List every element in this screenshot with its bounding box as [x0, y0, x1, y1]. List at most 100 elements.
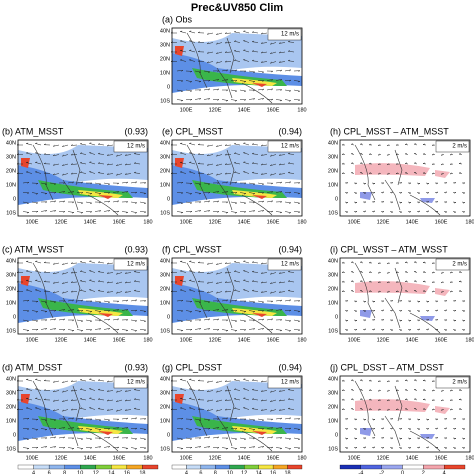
lon-tick-label: 120E [55, 455, 68, 461]
colorbar-cell [126, 464, 143, 470]
colorbar-cell [142, 464, 159, 470]
lat-tick-label: 30N [160, 272, 170, 278]
shading [21, 158, 30, 168]
lon-tick-label: 140E [84, 219, 97, 225]
lon-tick-label: 180 [297, 219, 306, 225]
lon-tick-label: 180 [143, 337, 152, 343]
colorbar-cell [381, 464, 403, 470]
colorbar-cell [48, 464, 65, 470]
map-frame [171, 139, 303, 217]
colorbar-tick-label: 12 [241, 470, 247, 474]
ref-vector-label: 2 m/s [452, 144, 467, 150]
ref-box [435, 258, 470, 271]
colorbar-tick-label: 6 [48, 470, 51, 474]
map-frame [171, 375, 303, 453]
colorbar: 4 6 8 10 12 14 16 18 [171, 464, 303, 474]
lat-tick-label: 10S [160, 98, 170, 104]
coastline [32, 380, 119, 452]
lon-tick-label: 120E [55, 219, 68, 225]
ref-box [435, 140, 470, 153]
shading [21, 394, 30, 404]
lat-tick-label: 10N [328, 182, 338, 188]
shading [98, 431, 113, 435]
ref-vector-label: 2 m/s [452, 262, 467, 268]
lon-tick-label: 100E [26, 455, 39, 461]
lat-tick-label: 40N [160, 28, 170, 34]
ref-box [267, 376, 302, 389]
coastline [186, 380, 273, 452]
ref-box [113, 376, 148, 389]
shading [98, 195, 113, 199]
lat-tick-label: 0 [13, 314, 16, 320]
ref-vector-label: 12 m/s [127, 262, 145, 268]
ref-vector-label: 12 m/s [281, 262, 299, 268]
colorbar-tick-label: 18 [139, 470, 145, 474]
shading [175, 276, 184, 286]
lat-tick-label: 0 [167, 314, 170, 320]
ref-vector-label: 12 m/s [281, 144, 299, 150]
panel-correlation: (0.93) [124, 126, 148, 136]
lat-tick-label: 10S [160, 446, 170, 452]
lon-tick-label: 140E [238, 219, 251, 225]
lat-tick-label: 10S [160, 210, 170, 216]
shading [252, 313, 267, 317]
colorbar-tick-label: 4 [185, 470, 188, 474]
lat-tick-label: 30N [328, 390, 338, 396]
lat-tick-label: 40N [160, 258, 170, 264]
lon-tick-label: 100E [180, 455, 193, 461]
lat-tick-label: 0 [167, 196, 170, 202]
lon-tick-label: 140E [238, 107, 251, 113]
shading [175, 46, 184, 56]
lat-tick-label: 40N [6, 376, 16, 382]
colorbar-cell [171, 464, 187, 470]
lat-tick-label: 20N [160, 56, 170, 62]
map-frame [17, 139, 149, 217]
colorbar-cell [444, 464, 466, 470]
lon-tick-label: 120E [209, 107, 222, 113]
shading [175, 158, 184, 168]
colorbar-cell [64, 464, 81, 470]
lat-tick-label: 20N [328, 404, 338, 410]
shading [175, 394, 184, 404]
figure-title: Prec&UV850 Clim [191, 2, 284, 14]
colorbar-tick-label: 0 [401, 470, 404, 474]
lon-tick-label: 100E [348, 455, 361, 461]
lat-tick-label: 0 [335, 314, 338, 320]
lon-tick-label: 100E [180, 219, 193, 225]
lat-tick-label: 40N [6, 140, 16, 146]
panel-label: (b) ATM_MSST [2, 126, 64, 136]
lat-tick-label: 30N [328, 272, 338, 278]
lat-tick-label: 20N [160, 404, 170, 410]
lon-tick-label: 100E [26, 219, 39, 225]
coastline [354, 262, 441, 334]
map-frame [339, 375, 471, 453]
lon-tick-label: 120E [209, 219, 222, 225]
lon-tick-label: 140E [84, 455, 97, 461]
lon-tick-label: 160E [435, 455, 448, 461]
lat-tick-label: 10N [6, 300, 16, 306]
panel-label: (i) CPL_WSST – ATM_WSST [330, 244, 448, 254]
lat-tick-label: 10S [328, 446, 338, 452]
lat-tick-label: 10N [328, 418, 338, 424]
lon-tick-label: 140E [84, 337, 97, 343]
colorbar-tick-label: -4 [358, 470, 363, 474]
ref-vector-label: 12 m/s [127, 380, 145, 386]
lat-tick-label: 40N [328, 376, 338, 382]
lon-tick-label: 180 [465, 455, 474, 461]
lat-tick-label: 10N [160, 182, 170, 188]
lat-tick-label: 10S [6, 210, 16, 216]
lat-tick-label: 10N [160, 70, 170, 76]
lat-tick-label: 10S [328, 210, 338, 216]
lon-tick-label: 100E [180, 107, 193, 113]
lat-tick-label: 30N [6, 390, 16, 396]
panel-label: (j) CPL_DSST – ATM_DSST [330, 362, 444, 372]
lon-tick-label: 100E [348, 337, 361, 343]
colorbar-tick-label: 6 [199, 470, 202, 474]
map-frame [171, 27, 303, 105]
colorbar-tick-label: 4 [443, 470, 446, 474]
colorbar-cell [360, 464, 382, 470]
colorbar-tick-label: 14 [108, 470, 114, 474]
lat-tick-label: 20N [6, 404, 16, 410]
lat-tick-label: 20N [6, 286, 16, 292]
